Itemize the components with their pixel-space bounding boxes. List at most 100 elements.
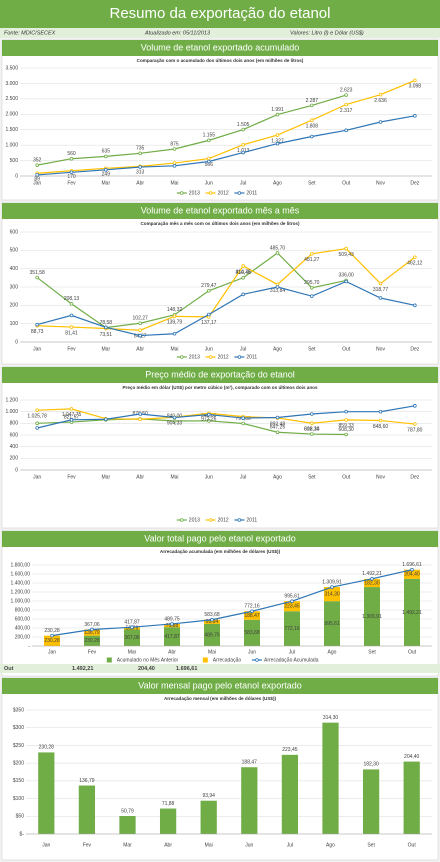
value-label: 279,47 — [201, 283, 217, 289]
point — [170, 622, 174, 626]
bar — [322, 722, 339, 834]
y-tick-label: 3.500 — [5, 65, 18, 71]
point — [207, 138, 211, 143]
line — [37, 408, 415, 425]
x-tick-label: Nov — [376, 346, 385, 352]
chart-subtitle: Arrecadação acumulada (em milhões de dól… — [160, 549, 281, 554]
value-label: 136,79 — [84, 630, 100, 636]
point — [344, 432, 348, 437]
value-label: 735 — [136, 146, 145, 152]
value-label: 367,06 — [124, 635, 140, 641]
value-label: 2.287 — [306, 98, 319, 104]
point — [69, 407, 74, 411]
bar — [362, 769, 380, 834]
bar — [284, 601, 300, 612]
x-tick-label: Jul — [240, 474, 246, 480]
x-tick-label: Ago — [326, 842, 335, 848]
value-label: 230,28 — [44, 628, 60, 634]
point — [104, 325, 108, 330]
value-label: 995,61 — [324, 621, 340, 627]
y-tick-label: 3.000 — [5, 81, 18, 87]
legend-swatch — [106, 657, 112, 663]
legend-marker — [237, 191, 242, 195]
bar — [241, 767, 258, 834]
y-tick-label: 800,00 — [15, 607, 31, 613]
point — [378, 92, 383, 97]
x-tick-label: Jan — [33, 180, 41, 186]
x-tick-label: Out — [342, 180, 351, 186]
x-tick-label: Jan — [48, 649, 56, 655]
value-label: 204,40 — [404, 572, 420, 578]
bar — [284, 611, 300, 646]
chart-subtitle: Arrecadação mensal (em milhões de dólare… — [164, 696, 277, 701]
value-label: 972,26 — [201, 417, 217, 423]
legend-label: Arrecadação — [213, 657, 242, 663]
legend-label: 2012 — [218, 354, 229, 360]
y-tick-label: 500 — [10, 248, 19, 254]
x-tick-label: Set — [368, 649, 376, 655]
point — [35, 421, 39, 426]
point — [275, 133, 280, 137]
value-label: 249 — [102, 172, 111, 178]
chart-subtitle: Comparação mês a mês com os últimos dois… — [140, 221, 300, 226]
value-label: 2.636 — [374, 98, 387, 104]
point — [241, 150, 245, 155]
y-tick-label: $- — [20, 831, 25, 837]
x-tick-label: Mai — [208, 649, 216, 655]
point — [241, 127, 245, 132]
point — [275, 112, 280, 117]
value-label: 230,28 — [44, 638, 60, 644]
x-tick-label: Fev — [67, 346, 76, 352]
x-tick-label: Ago — [328, 649, 337, 655]
bar — [38, 752, 55, 834]
line — [36, 252, 347, 329]
x-tick-label: Set — [308, 474, 316, 480]
value-label: 859,33 — [339, 423, 355, 429]
value-label: 1.309,91 — [362, 614, 382, 620]
line — [37, 418, 347, 436]
line — [37, 115, 415, 176]
point — [69, 170, 74, 175]
panel — [1, 202, 439, 365]
value-label: 102,27 — [133, 316, 149, 322]
point — [275, 285, 280, 289]
point — [290, 599, 294, 603]
point — [35, 322, 39, 327]
value-label: 1.505 — [237, 122, 250, 128]
point — [310, 432, 314, 436]
chart-subtitle: Comparação com o acumulado dos últimos d… — [137, 58, 304, 63]
legend-marker — [208, 355, 213, 359]
point — [310, 285, 314, 290]
value-label: 93,94 — [206, 619, 219, 625]
y-tick-label: - — [28, 643, 30, 649]
bar — [364, 587, 380, 646]
point — [35, 426, 39, 430]
bar — [159, 808, 177, 834]
value-label: 481,27 — [304, 257, 320, 263]
x-tick-label: Out — [408, 649, 417, 655]
x-tick-label: Set — [308, 180, 316, 186]
line — [37, 247, 416, 331]
value-label: 995,61 — [284, 594, 300, 600]
y-tick-label: 1.600,00 — [11, 571, 31, 577]
bar — [164, 627, 180, 646]
value-label: 1.327 — [271, 138, 284, 144]
point — [413, 303, 417, 308]
value-label: 88,73 — [31, 329, 44, 335]
x-tick-label: Out — [342, 346, 351, 352]
x-tick-label: Fev — [83, 842, 92, 848]
value-label: 485,70 — [270, 245, 286, 251]
point — [69, 313, 74, 318]
x-tick-label: Jan — [42, 842, 50, 848]
bar — [204, 623, 220, 646]
x-tick-label: Mar — [123, 842, 132, 848]
bar — [244, 619, 260, 646]
point — [275, 251, 280, 255]
legend-marker — [237, 518, 242, 522]
y-tick-label: 400 — [10, 444, 19, 450]
bar — [404, 578, 420, 646]
y-tick-label: 600 — [10, 432, 19, 438]
point — [413, 78, 417, 83]
point — [310, 294, 314, 298]
y-tick-label: 1.200,00 — [11, 589, 31, 595]
